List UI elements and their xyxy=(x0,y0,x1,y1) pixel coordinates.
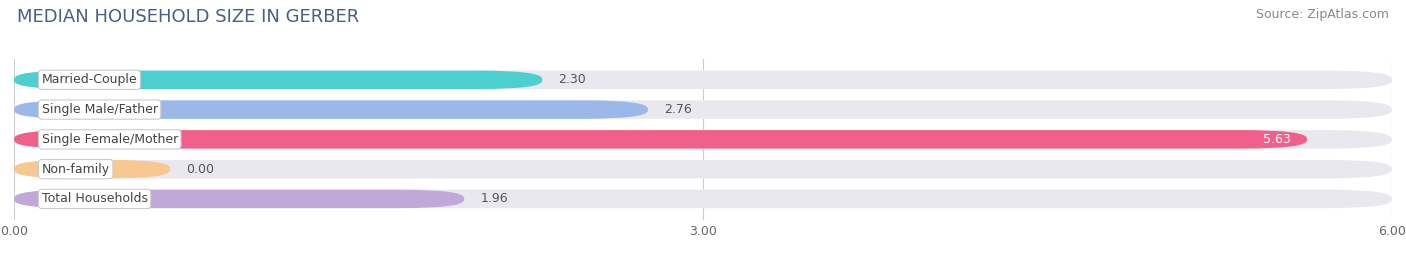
Text: 5.63: 5.63 xyxy=(1263,133,1291,146)
FancyBboxPatch shape xyxy=(14,100,1392,119)
Text: Married-Couple: Married-Couple xyxy=(42,73,138,86)
Text: 0.00: 0.00 xyxy=(186,163,214,176)
Text: 2.76: 2.76 xyxy=(664,103,692,116)
FancyBboxPatch shape xyxy=(14,130,1392,148)
FancyBboxPatch shape xyxy=(14,190,1392,208)
FancyBboxPatch shape xyxy=(14,130,1392,148)
FancyBboxPatch shape xyxy=(14,130,1308,148)
Text: 1.96: 1.96 xyxy=(481,192,508,205)
FancyBboxPatch shape xyxy=(14,160,170,178)
Text: Single Male/Father: Single Male/Father xyxy=(42,103,157,116)
FancyBboxPatch shape xyxy=(14,100,648,119)
FancyBboxPatch shape xyxy=(14,70,1392,89)
Text: Source: ZipAtlas.com: Source: ZipAtlas.com xyxy=(1256,8,1389,21)
Text: MEDIAN HOUSEHOLD SIZE IN GERBER: MEDIAN HOUSEHOLD SIZE IN GERBER xyxy=(17,8,359,26)
FancyBboxPatch shape xyxy=(14,100,1392,119)
FancyBboxPatch shape xyxy=(14,160,1392,178)
FancyBboxPatch shape xyxy=(14,70,543,89)
FancyBboxPatch shape xyxy=(14,190,1392,208)
Text: Non-family: Non-family xyxy=(42,163,110,176)
FancyBboxPatch shape xyxy=(14,160,1392,178)
Text: Single Female/Mother: Single Female/Mother xyxy=(42,133,179,146)
FancyBboxPatch shape xyxy=(14,70,1392,89)
Text: 2.30: 2.30 xyxy=(558,73,586,86)
FancyBboxPatch shape xyxy=(14,190,464,208)
Text: Total Households: Total Households xyxy=(42,192,148,205)
